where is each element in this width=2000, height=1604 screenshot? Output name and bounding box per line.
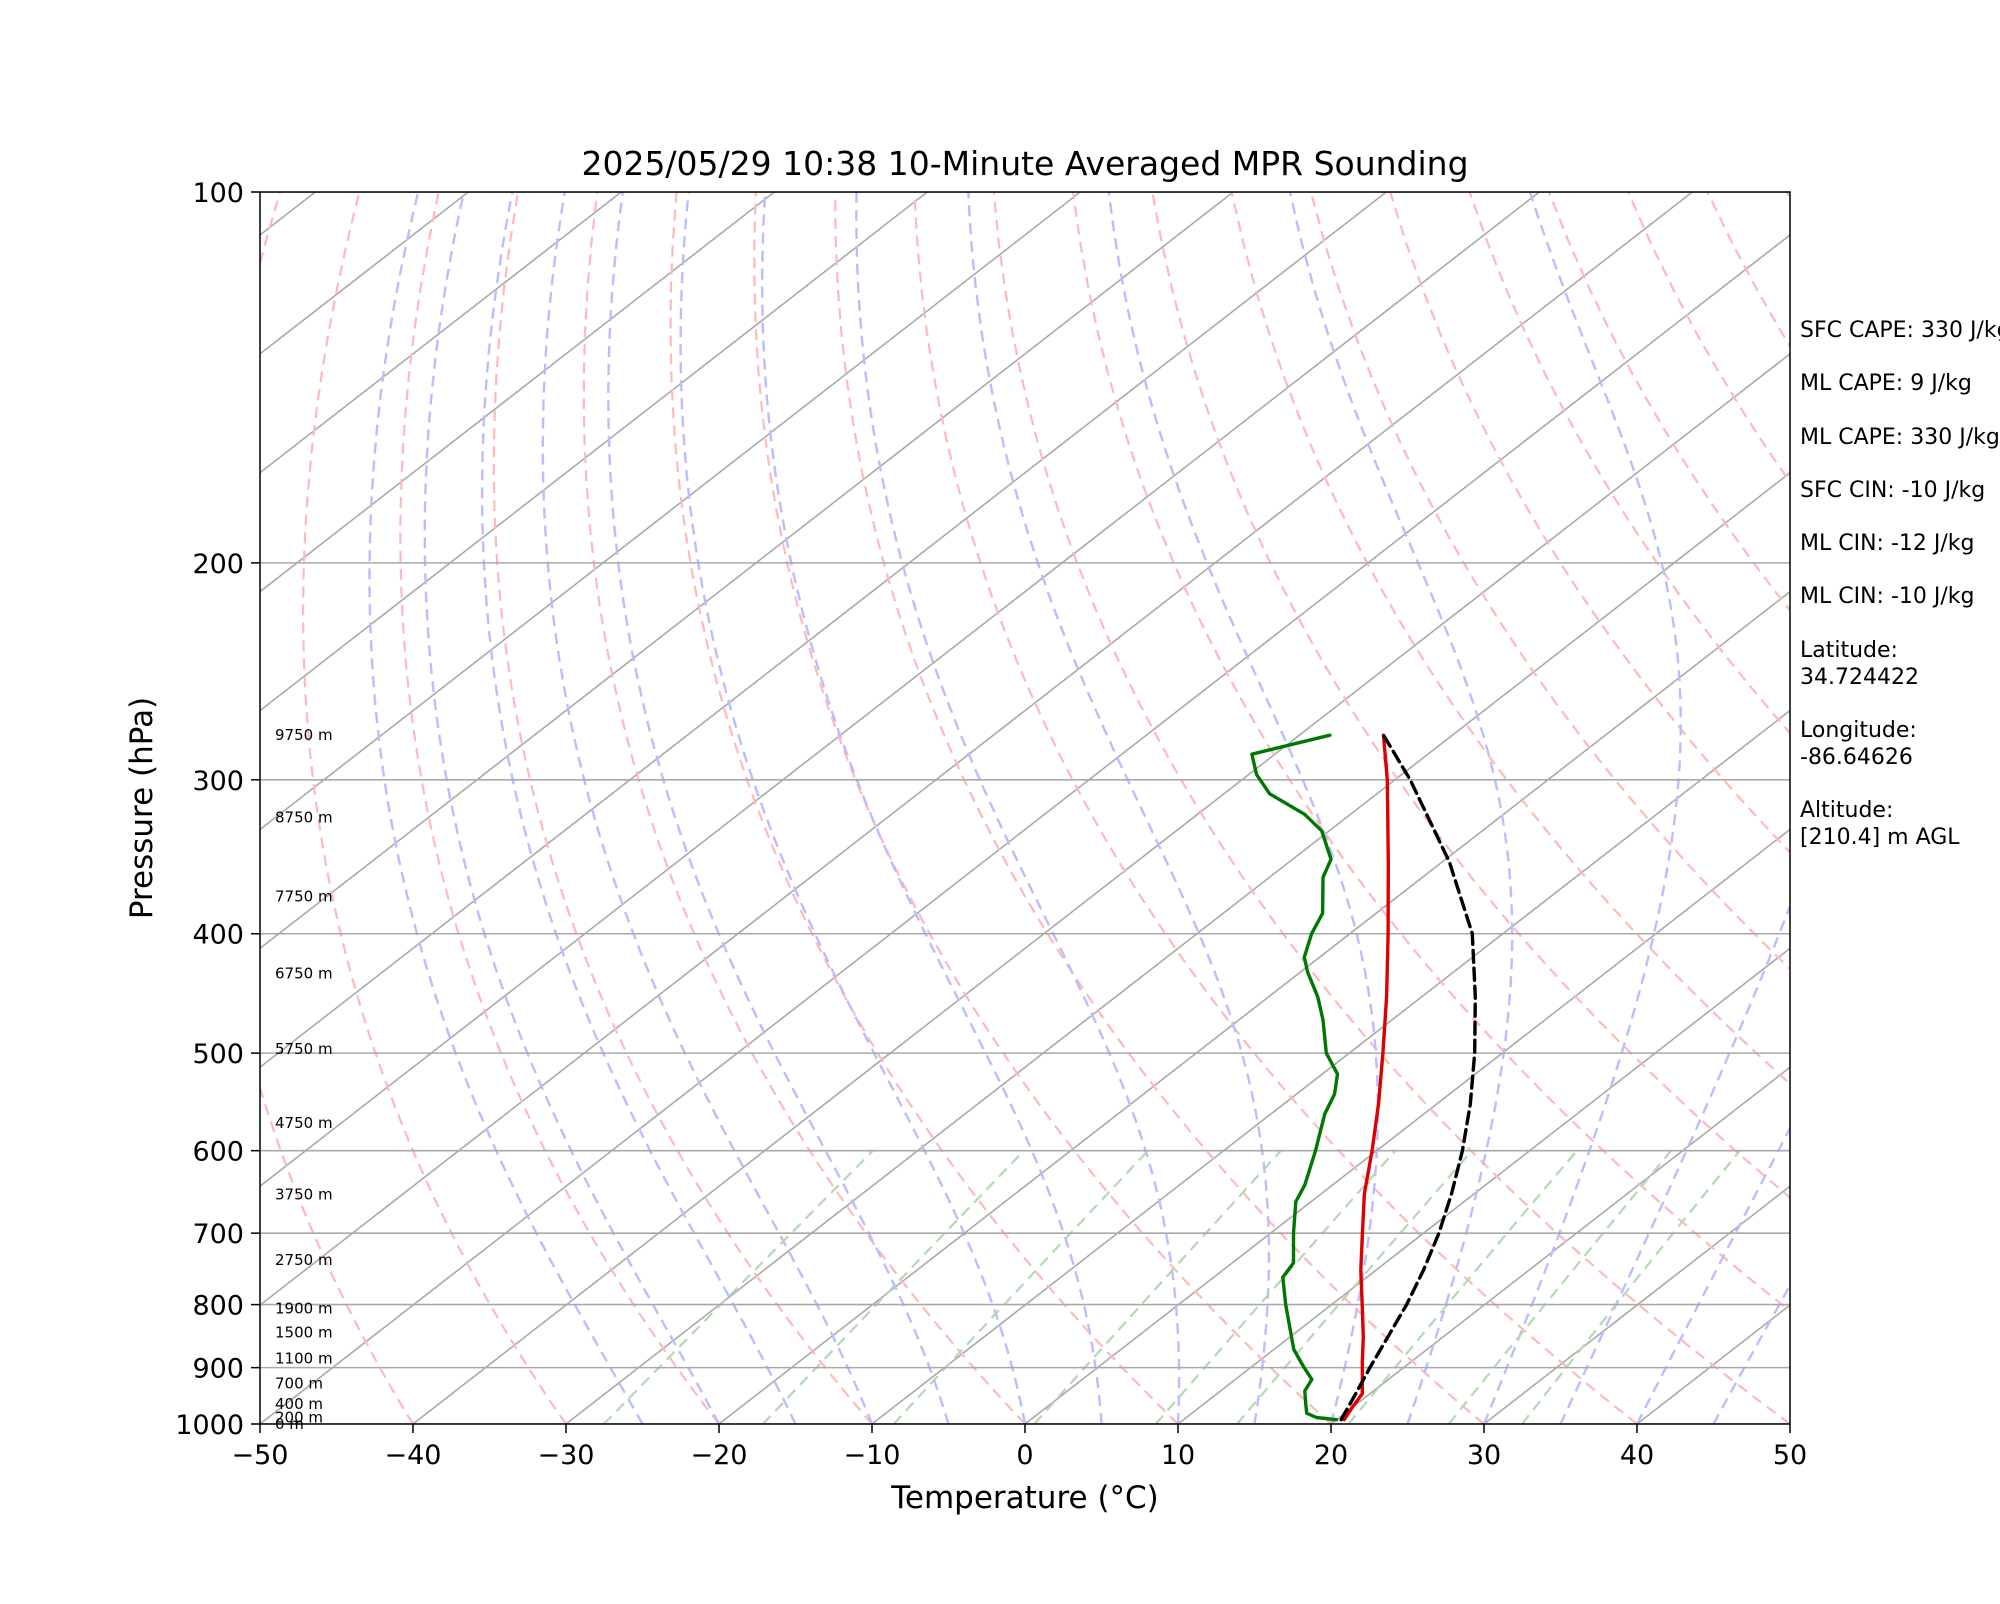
stat-altitude-label: Altitude: (1800, 798, 1893, 823)
stat-latitude-label: Latitude: (1800, 638, 1898, 663)
y-tick-label: 400 (192, 920, 244, 951)
stat-ml-cape-2: ML CAPE: 330 J/kg (1800, 425, 2000, 450)
y-tick-label: 1000 (175, 1410, 244, 1441)
x-tick-label: 40 (1620, 1440, 1654, 1471)
x-tick-label: 10 (1161, 1440, 1195, 1471)
height-label: 9750 m (275, 726, 333, 744)
height-label: 1500 m (275, 1324, 333, 1342)
height-label: 1100 m (275, 1350, 333, 1368)
stat-longitude-value: -86.64626 (1800, 745, 1913, 770)
stat-latitude-value: 34.724422 (1800, 665, 1919, 690)
x-tick-label: −10 (844, 1440, 901, 1471)
y-tick-label: 300 (192, 766, 244, 797)
stat-ml-cin-2: ML CIN: -10 J/kg (1800, 584, 1974, 609)
x-tick-label: −50 (232, 1440, 289, 1471)
y-tick-label: 700 (192, 1219, 244, 1250)
height-label: 1900 m (275, 1300, 333, 1318)
height-label: 8750 m (275, 809, 333, 827)
stat-ml-cape: ML CAPE: 9 J/kg (1800, 371, 1972, 396)
x-axis-label: Temperature (°C) (890, 1480, 1159, 1516)
height-label: 400 m (275, 1395, 323, 1413)
y-tick-label: 100 (192, 178, 244, 209)
y-tick-label: 600 (192, 1137, 244, 1168)
stat-longitude-label: Longitude: (1800, 718, 1917, 743)
chart-title: 2025/05/29 10:38 10-Minute Averaged MPR … (581, 144, 1468, 183)
y-tick-label: 800 (192, 1291, 244, 1322)
height-label: 6750 m (275, 965, 333, 983)
y-tick-label: 500 (192, 1039, 244, 1070)
y-tick-label: 200 (192, 549, 244, 580)
stat-sfc-cape: SFC CAPE: 330 J/kg (1800, 318, 2000, 343)
x-tick-label: 0 (1016, 1440, 1033, 1471)
stat-ml-cin: ML CIN: -12 J/kg (1800, 531, 1974, 556)
height-label: 7750 m (275, 887, 333, 905)
x-tick-label: −30 (538, 1440, 595, 1471)
height-label: 5750 m (275, 1040, 333, 1058)
height-label: 3750 m (275, 1185, 333, 1203)
y-axis-label: Pressure (hPa) (124, 697, 160, 919)
x-tick-label: 30 (1467, 1440, 1501, 1471)
x-tick-label: 20 (1314, 1440, 1348, 1471)
height-label: 2750 m (275, 1251, 333, 1269)
stat-sfc-cin: SFC CIN: -10 J/kg (1800, 478, 1985, 503)
x-tick-label: −40 (385, 1440, 442, 1471)
height-label: 4750 m (275, 1114, 333, 1132)
x-tick-label: 50 (1773, 1440, 1807, 1471)
x-tick-label: −20 (691, 1440, 748, 1471)
height-label: 700 m (275, 1374, 323, 1392)
stat-altitude-value: [210.4] m AGL (1800, 825, 1960, 850)
y-tick-label: 900 (192, 1354, 244, 1385)
